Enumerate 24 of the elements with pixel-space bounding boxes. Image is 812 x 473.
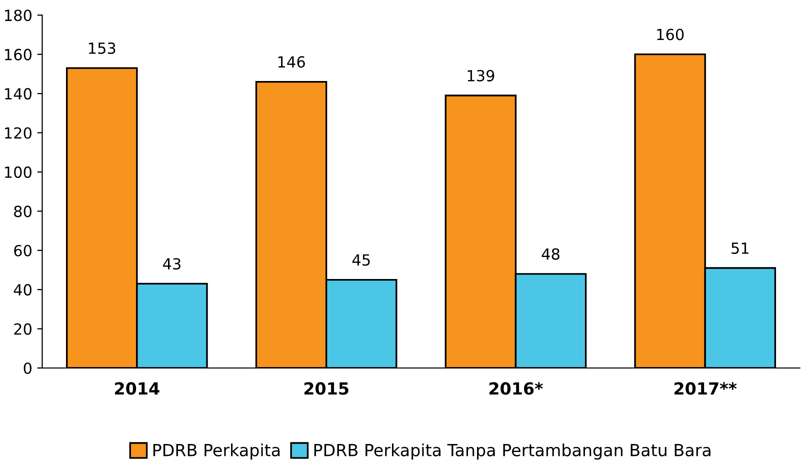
y-tick-label: 100 <box>5 166 32 178</box>
y-tick-label: 180 <box>5 10 32 22</box>
data-label: 153 <box>88 42 116 54</box>
data-label: 51 <box>732 242 748 254</box>
x-tick-label: 2017** <box>674 382 737 395</box>
x-tick-label: 2016* <box>489 382 543 395</box>
data-label: 48 <box>542 248 560 260</box>
y-tick-label: 0 <box>24 362 32 374</box>
data-label: 146 <box>278 56 305 68</box>
y-tick-label: 60 <box>14 244 32 256</box>
y-tick-label: 40 <box>14 284 32 296</box>
data-label: 45 <box>352 254 370 266</box>
data-label: 139 <box>468 70 494 82</box>
legend-label: PDRB Perkapita Tanpa Pertambangan Batu Bara <box>314 443 710 460</box>
x-tick-label: 2015 <box>304 382 348 395</box>
legend-label: PDRB Perkapita <box>153 443 280 460</box>
x-tick-label: 2014 <box>115 382 160 395</box>
y-tick-label: 140 <box>5 88 32 100</box>
data-label: 160 <box>657 28 684 40</box>
data-label: 43 <box>162 258 180 270</box>
y-tick-label: 160 <box>5 48 32 60</box>
y-tick-label: 20 <box>14 323 32 335</box>
y-tick-label: 80 <box>14 206 32 218</box>
y-tick-label: 120 <box>5 127 32 139</box>
